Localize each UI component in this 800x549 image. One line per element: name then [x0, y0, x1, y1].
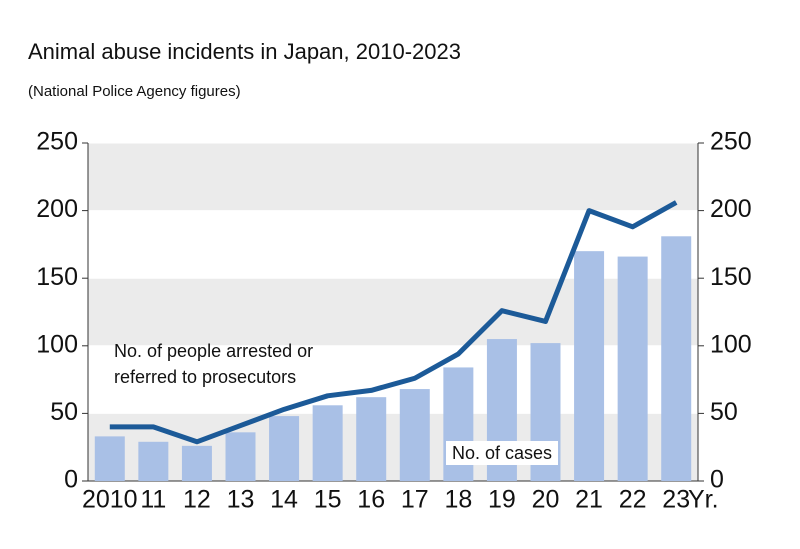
grid-band	[88, 143, 698, 211]
y-tick-label: 50	[50, 398, 78, 426]
x-tick-label: 22	[619, 486, 647, 514]
chart-title: Animal abuse incidents in Japan, 2010-20…	[28, 39, 461, 64]
bar	[574, 251, 605, 481]
y-tick-label: 150	[36, 263, 78, 291]
y2-tick-label: 150	[710, 263, 752, 291]
bar	[356, 397, 387, 481]
y-tick-label: 0	[64, 466, 78, 494]
x-axis-label: Yr.	[688, 486, 719, 514]
x-tick-label: 20	[532, 486, 560, 514]
bar	[312, 405, 343, 481]
chart-subtitle: (National Police Agency figures)	[28, 83, 241, 100]
y2-tick-label: 200	[710, 195, 752, 223]
x-tick-label: 17	[401, 486, 429, 514]
x-tick-label: 14	[270, 486, 298, 514]
x-tick-label: 19	[488, 486, 516, 514]
x-tick-label: 13	[227, 486, 255, 514]
grid-band	[88, 210, 698, 279]
x-tick-label: 12	[183, 486, 211, 514]
y-tick-label: 100	[36, 330, 78, 358]
y-tick-label: 250	[36, 128, 78, 156]
line	[109, 200, 678, 445]
legend-label: No. of people arrested or referred to pr…	[114, 341, 314, 387]
bar	[138, 441, 169, 481]
bar	[399, 389, 430, 481]
y2-tick-label: 50	[710, 398, 738, 426]
y2-tick-label: 250	[710, 128, 752, 156]
y2-tick-label: 100	[710, 330, 752, 358]
x-tick-label: 15	[314, 486, 342, 514]
bar	[269, 416, 300, 481]
legend-label: No. of cases	[446, 441, 559, 465]
x-tick-label: 23	[662, 486, 690, 514]
bar	[225, 432, 256, 481]
x-tick-label: 21	[575, 486, 603, 514]
bar	[617, 256, 648, 481]
x-tick-label: 18	[444, 486, 472, 514]
grid-band	[88, 278, 698, 346]
bar	[661, 236, 692, 481]
bar	[94, 436, 125, 481]
x-tick-label: 2010	[82, 486, 138, 514]
bar	[181, 445, 212, 481]
x-tick-label: 16	[357, 486, 385, 514]
grid-band	[88, 413, 698, 481]
y-tick-label: 200	[36, 195, 78, 223]
y2-tick-label: 0	[710, 466, 724, 494]
x-tick-label: 11	[140, 486, 166, 514]
